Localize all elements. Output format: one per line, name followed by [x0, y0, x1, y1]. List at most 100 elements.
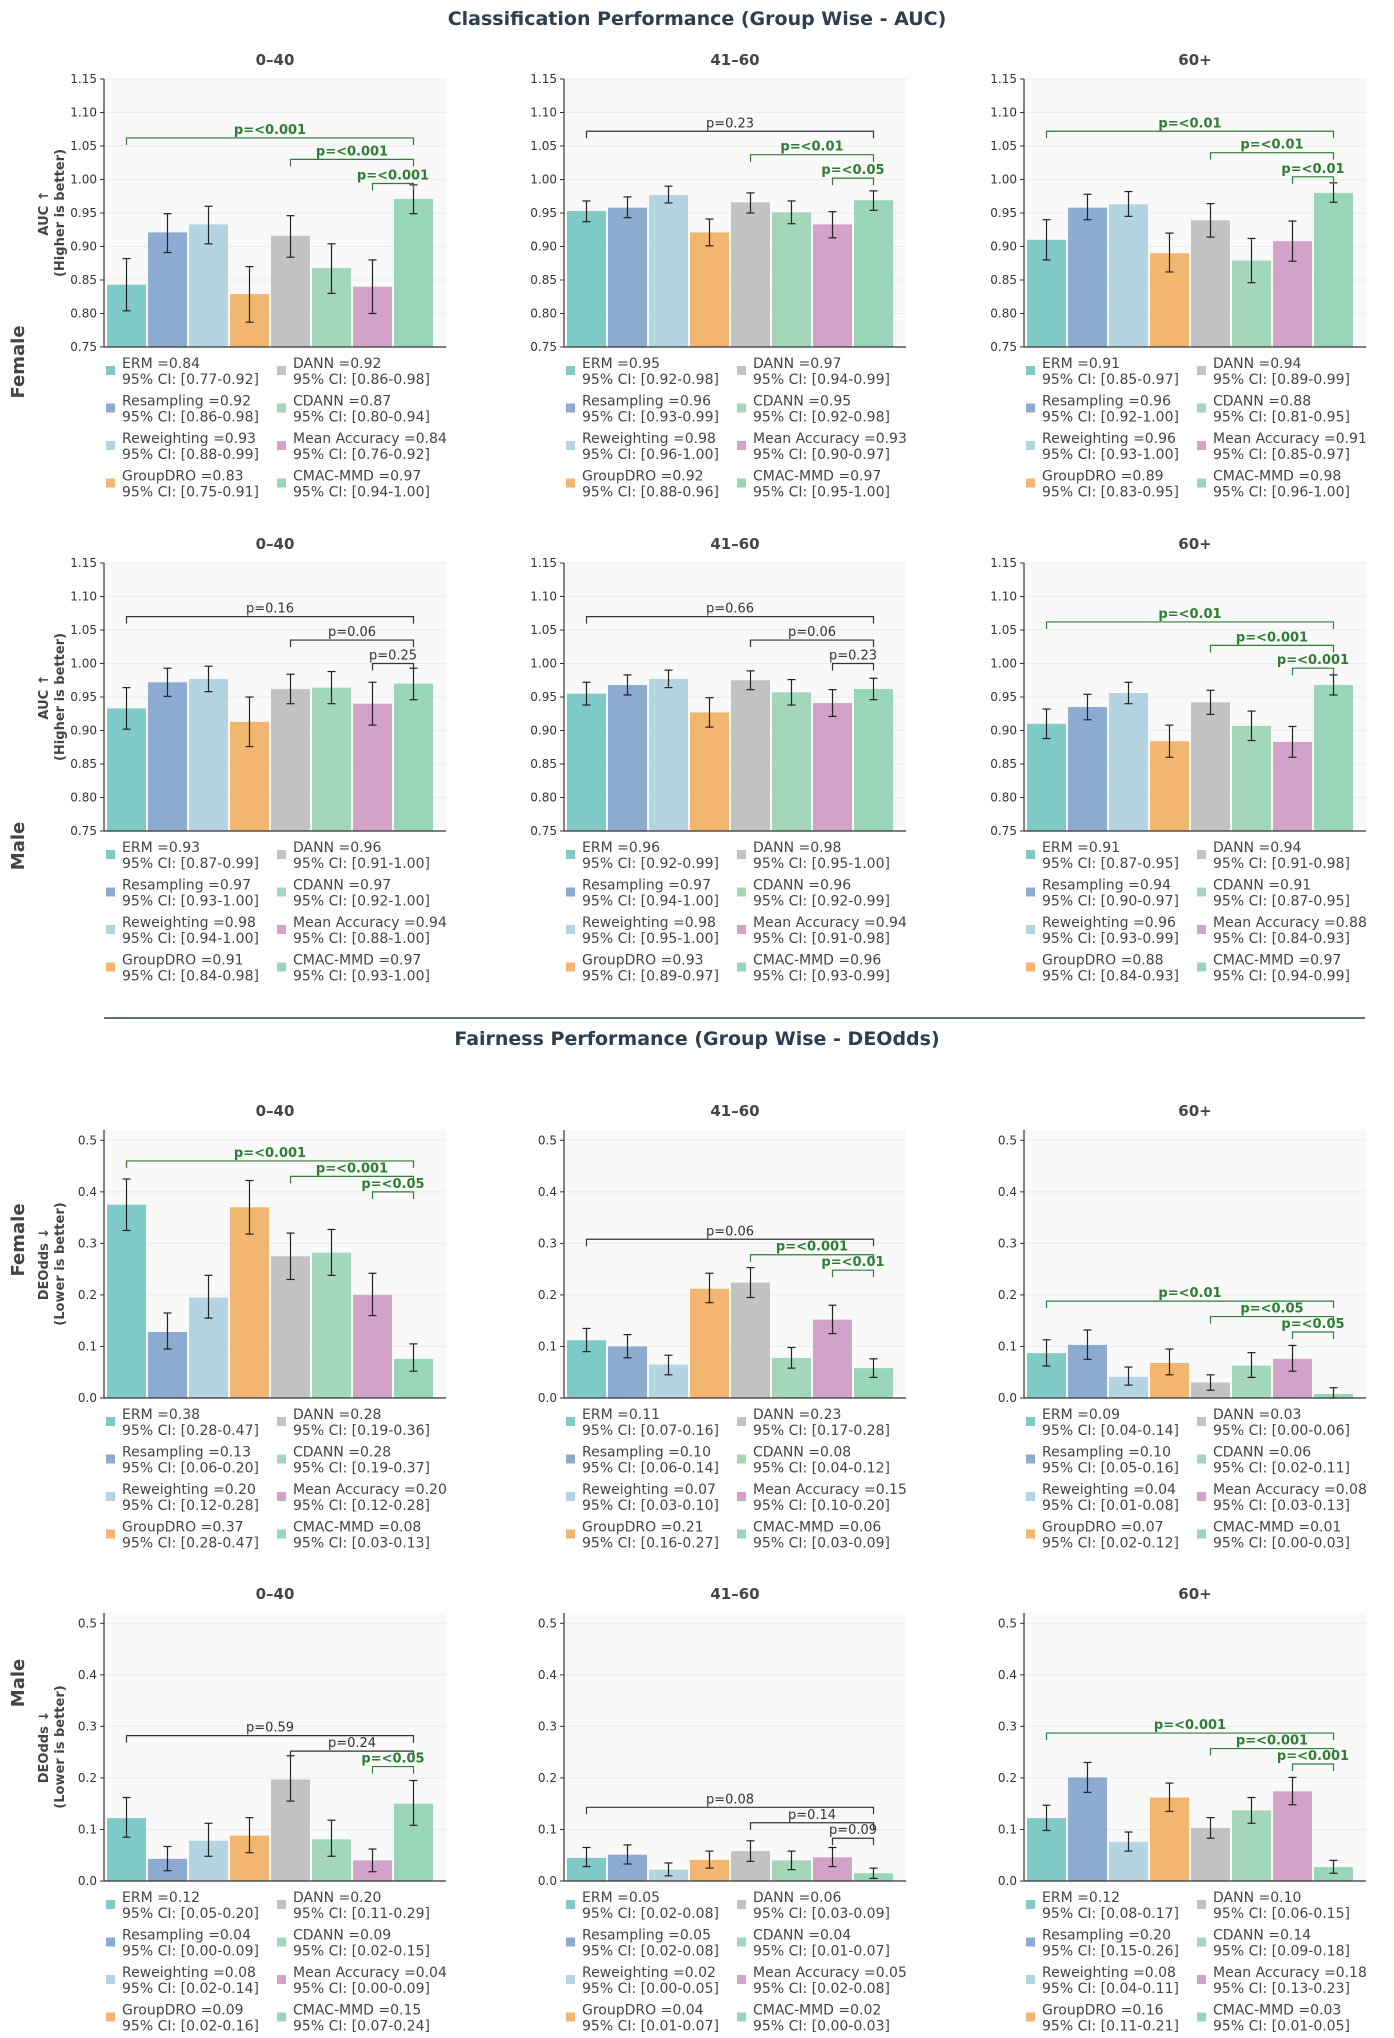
legend-entry: DANN =0.20 95% CI: [0.11-0.29] [293, 1890, 430, 1922]
legend-ci: 95% CI: [0.92-1.00] [293, 894, 430, 910]
legend-swatch [106, 850, 115, 859]
legend-swatch [737, 925, 746, 934]
p-value-label: p=<0.001 [357, 169, 429, 184]
panel-title: 60+ [1178, 1585, 1211, 1603]
y-tick-label: 1.15 [530, 556, 557, 570]
legend-swatch [1197, 1454, 1206, 1464]
legend-entry: CMAC-MMD =0.97 95% CI: [0.94-0.99] [1213, 953, 1350, 985]
significance-bracket [749, 1822, 875, 1830]
legend-entry: ERM =0.11 95% CI: [0.07-0.16] [582, 1407, 719, 1439]
y-tick-label: 0.80 [70, 791, 97, 805]
significance-bracket [1045, 130, 1335, 139]
p-value-label: p=0.66 [706, 602, 754, 617]
p-value-label: p=<0.001 [1154, 1718, 1226, 1733]
legend-swatch [277, 850, 286, 859]
legend-swatch [1026, 1937, 1035, 1947]
p-value-label: p=<0.001 [1236, 1734, 1308, 1749]
y-tick-label: 0.4 [538, 1185, 557, 1199]
legend-swatch [566, 366, 575, 375]
legend-entry: Resampling =0.10 95% CI: [0.06-0.14] [582, 1445, 719, 1477]
bar-groupdro [690, 232, 729, 347]
legend-swatch [277, 366, 286, 375]
legend-swatch [566, 1900, 575, 1909]
legend-ci: 95% CI: [0.02-0.14] [122, 1981, 259, 1997]
legend-swatch [277, 403, 286, 413]
p-value-label: p=0.59 [246, 1721, 294, 1736]
legend-entry: Mean Accuracy =0.15 95% CI: [0.10-0.20] [753, 1482, 907, 1514]
y-axis-label: AUC ↑(Higher is better) [37, 149, 68, 277]
legend-ci: 95% CI: [0.94-1.00] [582, 894, 719, 910]
legend-ci: 95% CI: [0.87-0.95] [1042, 856, 1179, 872]
significance-bracket [1209, 1747, 1335, 1756]
legend-label: ERM =0.09 [1042, 1407, 1120, 1423]
p-value-label: p=<0.05 [361, 1177, 424, 1192]
legend-ci: 95% CI: [0.02-0.16] [122, 2019, 259, 2035]
significance-bracket [1291, 667, 1335, 676]
legend-ci: 95% CI: [0.88-0.99] [122, 447, 259, 463]
p-value-label: p=<0.05 [821, 163, 884, 178]
legend-ci: 95% CI: [0.17-0.28] [753, 1423, 890, 1439]
y-tick-label: 0.75 [530, 824, 557, 838]
bar-cmac-mmd [1314, 684, 1353, 831]
legend-swatch [277, 1529, 286, 1539]
legend-label: Resampling =0.04 [122, 1928, 251, 1944]
legend-entry: Mean Accuracy =0.20 95% CI: [0.12-0.28] [293, 1482, 447, 1514]
legend-label: CDANN =0.08 [753, 1445, 851, 1461]
legend-label: Reweighting =0.93 [122, 431, 256, 447]
legend-swatch [1197, 1937, 1206, 1947]
p-value-label: p=<0.001 [234, 123, 306, 138]
legend-label: Mean Accuracy =0.04 [293, 1965, 447, 1981]
legend-swatch [566, 2012, 575, 2022]
legend-label: Reweighting =0.96 [1042, 915, 1176, 931]
legend-ci: 95% CI: [0.19-0.36] [293, 1423, 430, 1439]
p-value-label: p=<0.05 [1281, 1317, 1344, 1332]
legend-ci: 95% CI: [0.91-0.98] [753, 931, 890, 947]
y-tick-label: 0.2 [998, 1771, 1017, 1785]
significance-bracket [1045, 621, 1335, 629]
legend-swatch [737, 403, 746, 413]
legend-swatch [737, 1529, 746, 1539]
legend-ci: 95% CI: [0.75-0.91] [122, 485, 259, 501]
legend-entry: GroupDRO =0.07 95% CI: [0.02-0.12] [1042, 1520, 1179, 1552]
y-axis-label-line: AUC ↑ [37, 674, 52, 719]
p-value-label: p=0.06 [328, 625, 376, 640]
legend-entry: Resampling =0.04 95% CI: [0.00-0.09] [122, 1928, 259, 1960]
legend-ci: 95% CI: [0.95-1.00] [582, 931, 719, 947]
legend-ci: 95% CI: [0.84-0.98] [122, 969, 259, 985]
y-tick-label: 0.5 [78, 1616, 97, 1630]
legend-label: CDANN =0.96 [753, 878, 851, 894]
p-value-label: p=0.06 [706, 1224, 754, 1239]
legend-entry: Mean Accuracy =0.08 95% CI: [0.03-0.13] [1213, 1482, 1367, 1514]
y-tick-label: 1.10 [990, 590, 1017, 604]
legend-ci: 95% CI: [0.11-0.29] [293, 1906, 430, 1922]
legend-label: ERM =0.11 [582, 1407, 660, 1423]
legend-label: CDANN =0.97 [293, 878, 391, 894]
y-tick-label: 1.05 [530, 139, 557, 153]
legend-ci: 95% CI: [0.06-0.14] [582, 1461, 719, 1477]
bar-cmac-mmd [854, 688, 893, 831]
legend-entry: GroupDRO =0.93 95% CI: [0.89-0.97] [582, 953, 719, 985]
legend-entry: DANN =0.28 95% CI: [0.19-0.36] [293, 1407, 430, 1439]
chart-panel: 60+0.00.10.20.30.40.5p=<0.001p=<0.001p=<… [998, 1585, 1367, 2035]
legend-label: Reweighting =0.96 [1042, 431, 1176, 447]
legend-swatch [737, 962, 746, 972]
legend-swatch [106, 1937, 115, 1947]
legend-swatch [277, 1454, 286, 1464]
y-tick-label: 0.3 [78, 1236, 97, 1250]
legend-swatch [737, 2012, 746, 2022]
bar-resampling [608, 684, 647, 831]
legend-entry: ERM =0.84 95% CI: [0.77-0.92] [122, 356, 259, 388]
legend-swatch [277, 2012, 286, 2022]
legend-ci: 95% CI: [0.07-0.24] [293, 2019, 430, 2035]
significance-bracket [831, 662, 875, 671]
legend-entry: ERM =0.93 95% CI: [0.87-0.99] [122, 840, 259, 872]
legend-label: Resampling =0.97 [122, 878, 251, 894]
significance-bracket [125, 137, 415, 145]
y-axis-label-line: (Lower is better) [53, 1685, 68, 1808]
legend-entry: Resampling =0.13 95% CI: [0.06-0.20] [122, 1445, 259, 1477]
significance-bracket [371, 1191, 415, 1199]
legend-ci: 95% CI: [0.88-1.00] [293, 931, 430, 947]
chart-panel: 60+ 0.75 0.80 0.85 0.90 0.95 1.00 1.05 1.10 1.15 p… [990, 51, 1367, 501]
y-tick-label: 0.5 [998, 1616, 1017, 1630]
y-tick-label: 0.0 [78, 1391, 97, 1405]
